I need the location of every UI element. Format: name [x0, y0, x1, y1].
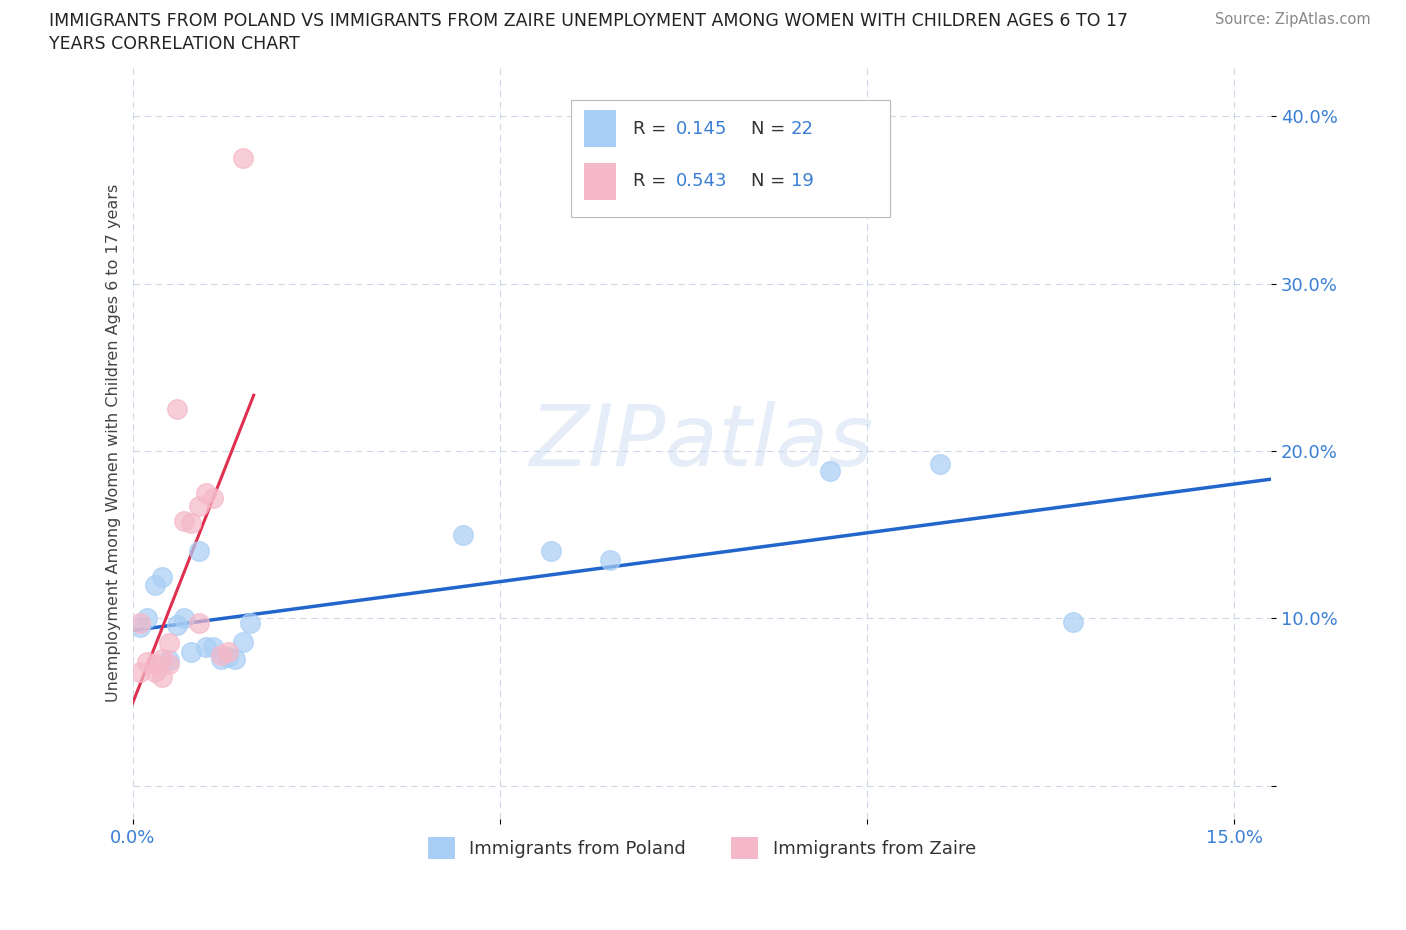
Point: [232, 634, 254, 649]
Point: [180, 644, 202, 659]
Point: [143, 656, 166, 671]
Text: Source: ZipAtlas.com: Source: ZipAtlas.com: [1215, 12, 1371, 27]
Point: [209, 651, 232, 666]
Point: [202, 490, 225, 505]
Point: [157, 636, 180, 651]
Point: [194, 485, 217, 500]
Point: [128, 619, 150, 634]
Point: [180, 515, 202, 530]
FancyBboxPatch shape: [571, 100, 890, 217]
Text: 0.145: 0.145: [675, 120, 727, 138]
Point: [136, 611, 159, 626]
Point: [540, 544, 562, 559]
Point: [128, 664, 150, 679]
Text: ZIPatlas: ZIPatlas: [530, 401, 875, 485]
Point: [166, 618, 188, 632]
Point: [187, 498, 209, 513]
Text: 22: 22: [790, 120, 814, 138]
Text: R =: R =: [634, 120, 672, 138]
Point: [217, 649, 239, 664]
Point: [157, 656, 180, 671]
Point: [217, 644, 239, 659]
Text: N =: N =: [751, 120, 790, 138]
Point: [202, 639, 225, 654]
Point: [599, 552, 621, 567]
Point: [224, 651, 246, 666]
Point: [166, 402, 188, 417]
Point: [209, 647, 232, 662]
Point: [150, 569, 173, 584]
Text: R =: R =: [634, 172, 672, 191]
Point: [451, 527, 474, 542]
Point: [136, 655, 159, 670]
Text: IMMIGRANTS FROM POLAND VS IMMIGRANTS FROM ZAIRE UNEMPLOYMENT AMONG WOMEN WITH CH: IMMIGRANTS FROM POLAND VS IMMIGRANTS FRO…: [49, 12, 1128, 30]
Point: [173, 611, 195, 626]
Point: [173, 514, 195, 529]
Text: 19: 19: [790, 172, 814, 191]
Text: YEARS CORRELATION CHART: YEARS CORRELATION CHART: [49, 35, 299, 53]
FancyBboxPatch shape: [585, 163, 616, 200]
Point: [150, 670, 173, 684]
Point: [150, 651, 173, 666]
Point: [820, 464, 842, 479]
Text: N =: N =: [751, 172, 790, 191]
Point: [157, 653, 180, 668]
Text: 0.543: 0.543: [675, 172, 727, 191]
Point: [143, 578, 166, 592]
Point: [187, 544, 209, 559]
Point: [239, 616, 262, 631]
Y-axis label: Unemployment Among Women with Children Ages 6 to 17 years: Unemployment Among Women with Children A…: [107, 183, 121, 702]
Point: [143, 664, 166, 679]
Legend: Immigrants from Poland, Immigrants from Zaire: Immigrants from Poland, Immigrants from …: [420, 830, 983, 867]
Point: [187, 616, 209, 631]
FancyBboxPatch shape: [585, 110, 616, 148]
Point: [929, 457, 952, 472]
Point: [232, 151, 254, 166]
Point: [1062, 615, 1084, 630]
Point: [128, 616, 150, 631]
Point: [194, 639, 217, 654]
